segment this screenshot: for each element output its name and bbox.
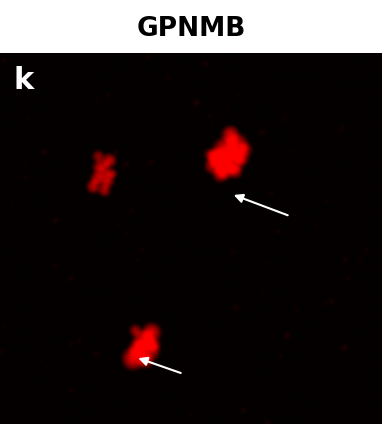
Text: GPNMB: GPNMB [136,16,246,42]
Text: k: k [13,66,34,95]
